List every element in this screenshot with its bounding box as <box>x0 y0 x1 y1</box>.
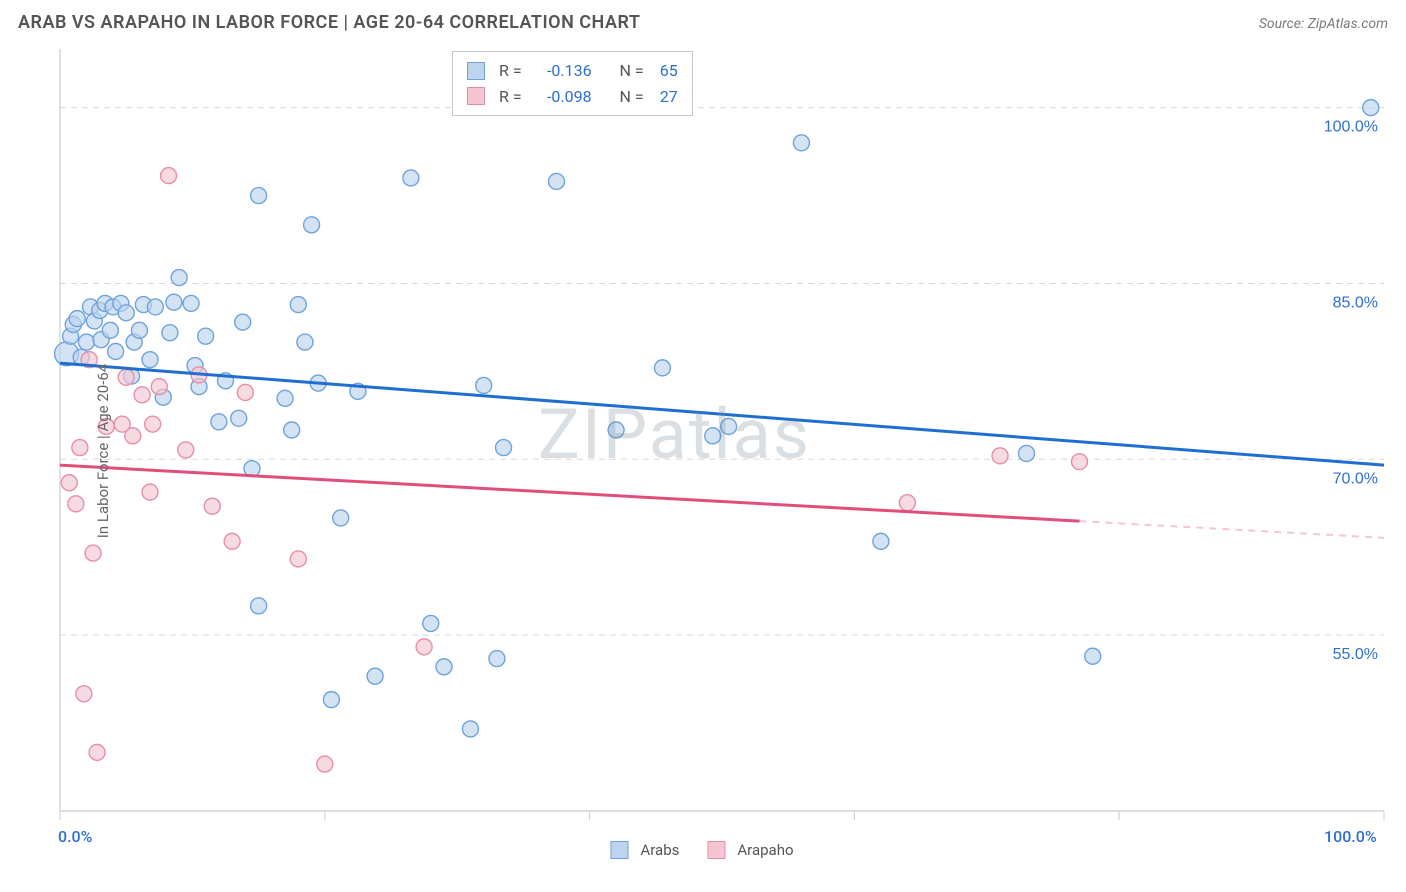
legend-item: Arapaho <box>707 841 793 859</box>
svg-text:70.0%: 70.0% <box>1333 470 1378 487</box>
bottom-legend: Arabs Arapaho <box>610 841 793 859</box>
scatter-chart: 55.0% 70.0% 85.0% 100.0% <box>12 41 1392 861</box>
svg-text:55.0%: 55.0% <box>1333 646 1378 663</box>
svg-text:85.0%: 85.0% <box>1333 294 1378 311</box>
source-name: ZipAtlas.com <box>1308 16 1388 32</box>
legend-swatch <box>467 62 485 80</box>
legend-swatch <box>610 841 628 859</box>
source-credit: Source: ZipAtlas.com <box>1259 16 1388 32</box>
legend-item: Arabs <box>610 841 679 859</box>
stats-row: R =-0.136 N =65 <box>467 58 678 84</box>
x-axis-start-label: 0.0% <box>58 827 92 846</box>
legend-label: Arabs <box>640 841 679 859</box>
chart-container: In Labor Force | Age 20-64 55.0% 70.0% 85.… <box>12 41 1392 861</box>
header-row: ARAB VS ARAPAHO IN LABOR FORCE | AGE 20-… <box>12 12 1394 33</box>
source-prefix: Source: <box>1259 16 1308 32</box>
svg-text:100.0%: 100.0% <box>1324 119 1378 136</box>
legend-swatch <box>707 841 725 859</box>
stats-legend-box: R =-0.136 N =65R =-0.098 N =27 <box>452 51 693 116</box>
x-axis-end-label: 100.0% <box>1324 827 1377 846</box>
legend-swatch <box>467 87 485 105</box>
chart-title: ARAB VS ARAPAHO IN LABOR FORCE | AGE 20-… <box>18 12 640 33</box>
legend-label: Arapaho <box>737 841 793 859</box>
y-axis-label: In Labor Force | Age 20-64 <box>94 364 112 538</box>
stats-row: R =-0.098 N =27 <box>467 84 678 110</box>
